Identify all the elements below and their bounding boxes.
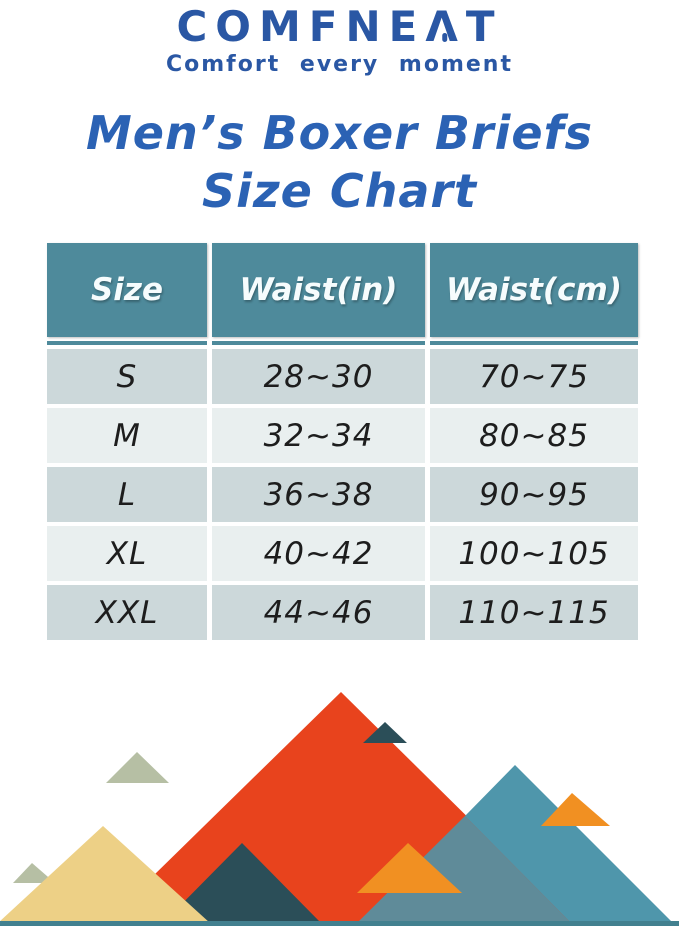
size-cell: XXL <box>47 585 207 640</box>
waist-in-cell: 44~46 <box>212 585 425 640</box>
brand-logo: COMFNEΛT <box>0 2 679 51</box>
waist-cm-cell: 110~115 <box>430 585 638 640</box>
page-title-line1: Men’s Boxer Briefs <box>86 106 593 160</box>
logo-letter-a: Λ <box>425 2 466 51</box>
logo-text-pre: COMFNE <box>176 2 426 51</box>
waist-cm-cell: 70~75 <box>430 349 638 404</box>
size-chart-table: Size Waist(in) Waist(cm) S 28~30 70~75 M… <box>47 243 638 640</box>
size-cell: XL <box>47 526 207 581</box>
header-underline <box>212 341 425 345</box>
brand-header: COMFNEΛT Comfort every moment <box>0 2 679 78</box>
column-header-size: Size <box>47 243 207 337</box>
logo-text-post: T <box>465 2 503 51</box>
page-title-line2: Size Chart <box>201 164 478 219</box>
waist-in-cell: 36~38 <box>212 467 425 522</box>
waist-cm-cell: 100~105 <box>430 526 638 581</box>
column-header-waist-in: Waist(in) <box>212 243 425 337</box>
waist-cm-cell: 90~95 <box>430 467 638 522</box>
ground-line <box>0 921 679 926</box>
header-underline <box>47 341 207 345</box>
size-cell: M <box>47 408 207 463</box>
size-cell: L <box>47 467 207 522</box>
waist-in-cell: 28~30 <box>212 349 425 404</box>
waist-in-cell: 40~42 <box>212 526 425 581</box>
waist-cm-cell: 80~85 <box>430 408 638 463</box>
page-title: Men’s Boxer Briefs Size Chart <box>0 104 679 221</box>
mountain-graphic <box>0 680 679 927</box>
column-header-waist-cm: Waist(cm) <box>430 243 638 337</box>
waist-in-cell: 32~34 <box>212 408 425 463</box>
header-underline <box>430 341 638 345</box>
brand-tagline: Comfort every moment <box>166 52 513 78</box>
size-cell: S <box>47 349 207 404</box>
